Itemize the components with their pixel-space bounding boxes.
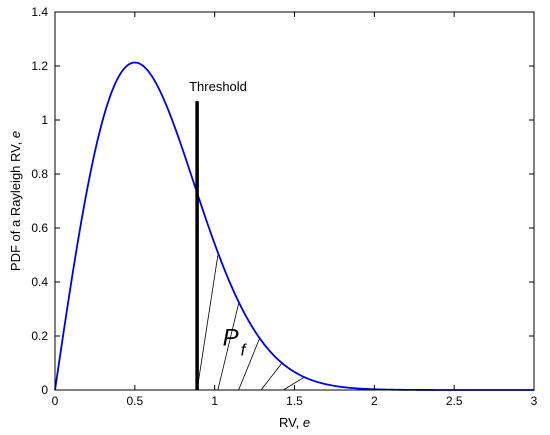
axis-ticks: 0 0.5 1 1.5 2 2.5 3 0 0.2 0.4 0.6 0.8 1 1.2 1.4 — [31, 5, 537, 408]
threshold-label: Threshold — [189, 79, 247, 94]
x-tick-label: 0 — [52, 394, 59, 408]
x-tick-label: 2.5 — [446, 394, 463, 408]
y-tick-label: 0.6 — [31, 221, 48, 235]
y-tick-label: 0.8 — [31, 167, 48, 181]
pf-hatch-region — [196, 255, 305, 391]
y-tick-label: 0.4 — [31, 275, 48, 289]
plot-frame — [54, 11, 535, 391]
y-tick-label: 1.4 — [31, 5, 48, 19]
pf-label-sub: f — [241, 340, 248, 359]
hatch-line — [217, 303, 240, 391]
y-axis-title-var: e — [8, 131, 23, 138]
x-axis-title-text: RV, — [279, 415, 303, 430]
hatch-line — [196, 255, 219, 391]
x-axis-title-var: e — [303, 415, 310, 430]
y-tick-label: 0 — [41, 383, 48, 397]
y-axis-title: PDF of a Rayleigh RV, e — [8, 131, 23, 271]
y-tick-label: 1.2 — [31, 59, 48, 73]
x-tick-label: 2 — [371, 394, 378, 408]
hatch-line — [260, 363, 283, 391]
x-tick-label: 1 — [211, 394, 218, 408]
pdf-curve — [54, 61, 534, 391]
pf-label-main: P — [223, 324, 239, 351]
x-tick-label: 0.5 — [126, 394, 143, 408]
x-tick-label: 1.5 — [286, 394, 303, 408]
x-tick-label: 3 — [531, 394, 538, 408]
y-tick-label: 1 — [41, 113, 48, 127]
hatch-line — [238, 338, 260, 391]
y-tick-label: 0.2 — [31, 329, 48, 343]
x-axis-title: RV, e — [279, 415, 310, 430]
hatch-line — [283, 376, 305, 391]
y-axis-title-text: PDF of a Rayleigh RV, — [8, 138, 23, 271]
